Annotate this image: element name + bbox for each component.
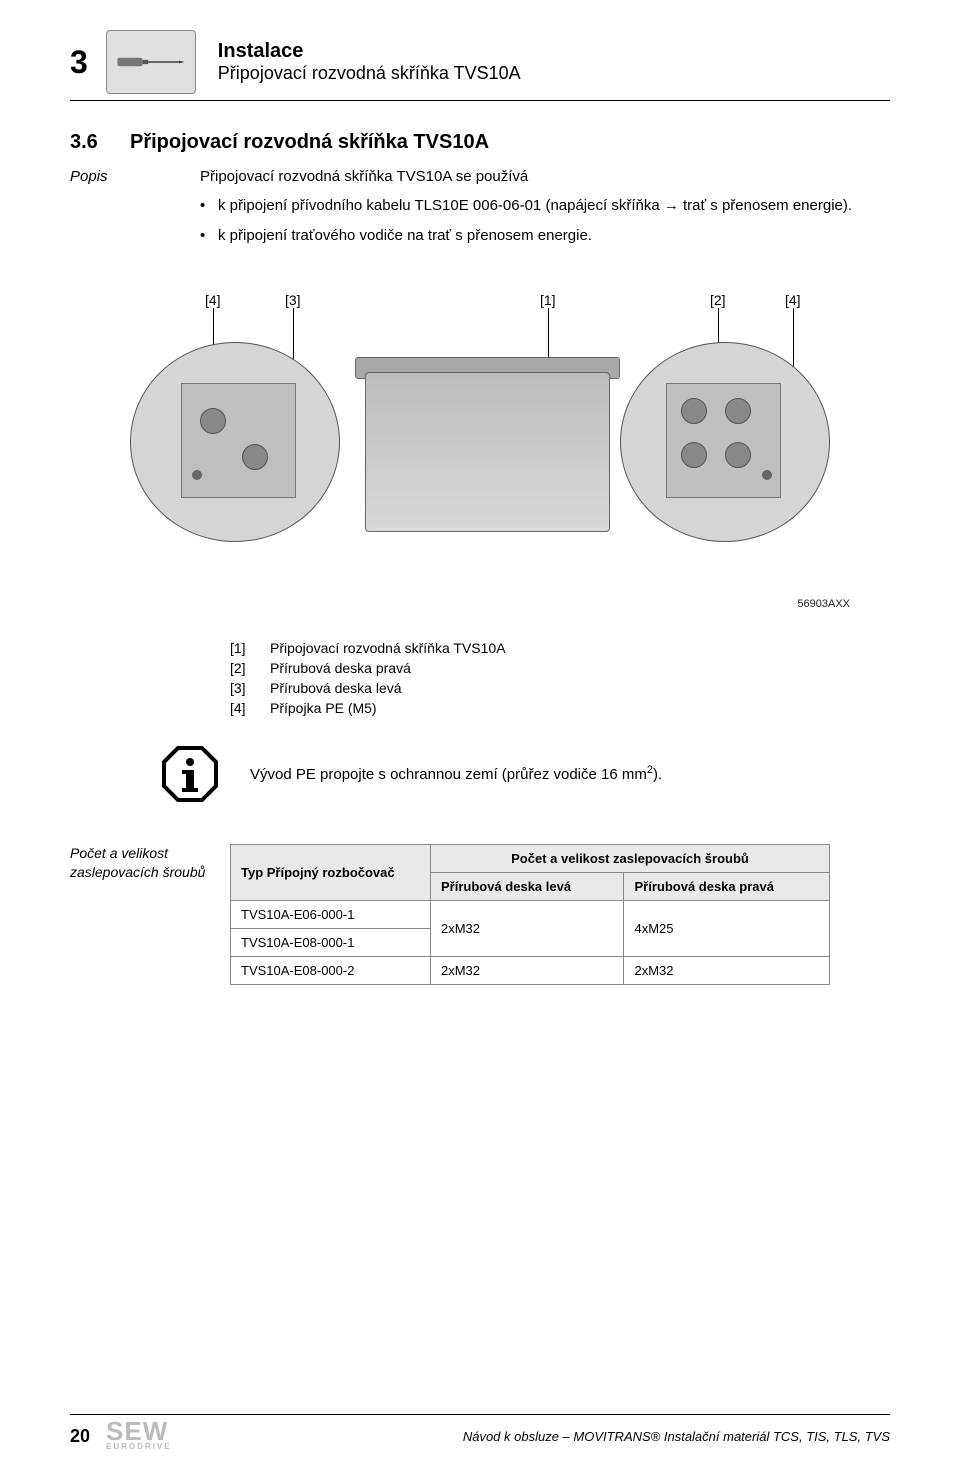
page-title: Instalace [218,40,890,63]
footer-left: 20 SEW EURODRIVE [70,1421,172,1451]
figure-label: [2] [710,292,726,308]
table-row: TVS10A-E06-000-1 2xM32 4xM25 [231,900,830,928]
figure-legend: [1]Připojovací rozvodná skříňka TVS10A [… [230,640,890,716]
table-header: Přírubová deska levá [431,872,624,900]
page-subtitle: Připojovací rozvodná skříňka TVS10A [218,63,890,84]
table-header-row: Typ Přípojný rozbočovač Počet a velikost… [231,844,830,872]
table-side-label: Počet a velikost zaslepovacích šroubů [70,844,230,883]
legend-row: [4]Přípojka PE (M5) [230,700,890,716]
figure-label: [1] [540,292,556,308]
side-label-popis: Popis [70,166,200,185]
table-header: Typ Přípojný rozbočovač [231,844,431,900]
table-section: Počet a velikost zaslepovacích šroubů Ty… [70,844,890,985]
note-text: Vývod PE propojte s ochrannou zemí (průř… [250,764,662,783]
section-body: Popis Připojovací rozvodná skříňka TVS10… [70,166,890,256]
info-icon [160,744,220,804]
section-number: 3.6 [70,131,130,154]
header-rule [70,100,890,101]
table-cell: 4xM25 [624,900,830,956]
chapter-number: 3 [70,44,88,81]
footer-doc-title: Návod k obsluze – MOVITRANS® Instalační … [463,1429,890,1444]
screwdriver-icon [106,30,196,94]
legend-row: [1]Připojovací rozvodná skříňka TVS10A [230,640,890,656]
logo-main: SEW [106,1421,172,1442]
table-cell: TVS10A-E08-000-1 [231,928,431,956]
logo: SEW EURODRIVE [106,1421,172,1451]
table-header: Počet a velikost zaslepovacích šroubů [431,844,830,872]
figure-reference: 56903AXX [70,598,850,610]
figure-label: [4] [785,292,801,308]
figure: [4] [3] [1] [2] [4] [70,292,890,592]
table-header: Přírubová deska pravá [624,872,830,900]
figure-image [130,342,830,552]
page-header: 3 Instalace Připojovací rozvodná skříňka… [70,30,890,94]
page-number: 20 [70,1426,90,1447]
legend-row: [3]Přírubová deska levá [230,680,890,696]
body-text: Připojovací rozvodná skříňka TVS10A se p… [200,166,890,256]
logo-sub: EURODRIVE [106,1442,172,1451]
table-cell: TVS10A-E06-000-1 [231,900,431,928]
page-footer: 20 SEW EURODRIVE Návod k obsluze – MOVIT… [70,1414,890,1451]
intro-text: Připojovací rozvodná skříňka TVS10A se p… [200,166,890,189]
figure-label: [4] [205,292,221,308]
section-title: Připojovací rozvodná skříňka TVS10A [130,131,489,154]
info-note: Vývod PE propojte s ochrannou zemí (průř… [160,744,890,804]
bullet-item: k připojení traťového vodiče na trať s p… [200,225,890,248]
legend-row: [2]Přírubová deska pravá [230,660,890,676]
table-row: TVS10A-E08-000-2 2xM32 2xM32 [231,956,830,984]
table-cell: 2xM32 [431,900,624,956]
table-cell: 2xM32 [431,956,624,984]
bullet-list: k připojení přívodního kabelu TLS10E 006… [200,195,890,248]
screws-table: Typ Přípojný rozbočovač Počet a velikost… [230,844,830,985]
figure-label: [3] [285,292,301,308]
title-block: Instalace Připojovací rozvodná skříňka T… [218,40,890,84]
table-cell: 2xM32 [624,956,830,984]
table-cell: TVS10A-E08-000-2 [231,956,431,984]
section-heading: 3.6 Připojovací rozvodná skříňka TVS10A [70,131,890,154]
bullet-item: k připojení přívodního kabelu TLS10E 006… [200,195,890,218]
